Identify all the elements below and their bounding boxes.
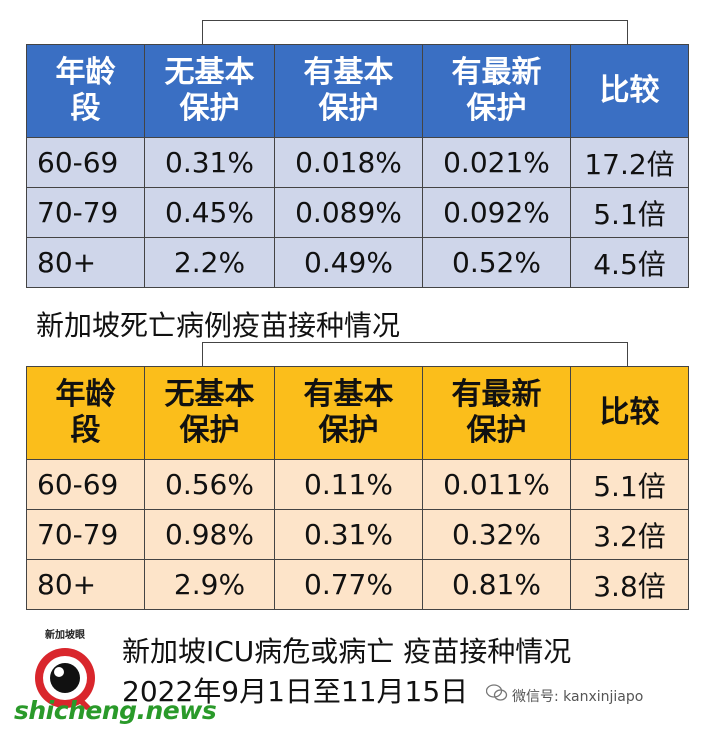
logo-text: 新加坡眼 <box>45 628 85 641</box>
table-row: 80+ 2.2% 0.49% 0.52% 4.5倍 <box>26 237 689 288</box>
cell-latest: 0.021% <box>422 137 571 188</box>
cell-comparison: 4.5倍 <box>570 237 689 288</box>
cell-age: 60-69 <box>26 459 145 510</box>
wechat-icon <box>486 684 508 701</box>
header-no-basic-protection: 无基本 保护 <box>144 44 275 138</box>
deaths-caption: 新加坡死亡病例疫苗接种情况 <box>36 309 401 342</box>
cell-age: 70-79 <box>26 509 145 560</box>
table-row: 70-79 0.45% 0.089% 0.092% 5.1倍 <box>26 187 689 238</box>
cell-no-basic: 2.9% <box>144 559 275 610</box>
cell-no-basic: 0.98% <box>144 509 275 560</box>
header-no-basic-protection: 无基本 保护 <box>144 366 275 460</box>
comparison-bracket-top <box>202 20 634 55</box>
cell-basic: 0.31% <box>274 509 423 560</box>
singapore-eye-logo: 新加坡眼 <box>35 628 95 710</box>
header-basic-protection: 有基本 保护 <box>274 44 423 138</box>
cell-age: 80+ <box>26 559 145 610</box>
header-age-group: 年龄段 <box>26 44 145 138</box>
table-row: 60-69 0.56% 0.11% 0.011% 5.1倍 <box>26 459 689 510</box>
cell-latest: 0.81% <box>422 559 571 610</box>
header-latest-protection: 有最新 保护 <box>422 44 571 138</box>
cell-latest: 0.52% <box>422 237 571 288</box>
cell-latest: 0.011% <box>422 459 571 510</box>
icu-vaccination-table: 年龄段 无基本 保护 有基本 保护 有最新 保护 比较 60-69 0.56% 0.1… <box>26 366 689 610</box>
comparison-bracket-bottom <box>202 342 634 377</box>
cell-comparison: 5.1倍 <box>570 187 689 238</box>
cell-comparison: 3.8倍 <box>570 559 689 610</box>
cell-basic: 0.77% <box>274 559 423 610</box>
deaths-vaccination-table: 年龄段 无基本 保护 有基本 保护 有最新 保护 比较 60-69 0.31% 0.0… <box>26 44 689 288</box>
table-row: 80+ 2.9% 0.77% 0.81% 3.8倍 <box>26 559 689 610</box>
cell-no-basic: 2.2% <box>144 237 275 288</box>
cell-age: 70-79 <box>26 187 145 238</box>
cell-basic: 0.089% <box>274 187 423 238</box>
header-comparison: 比较 <box>570 44 689 138</box>
cell-comparison: 5.1倍 <box>570 459 689 510</box>
watermark: shicheng.news <box>14 696 217 725</box>
table-header-row: 年龄段 无基本 保护 有基本 保护 有最新 保护 比较 <box>26 366 689 460</box>
header-comparison: 比较 <box>570 366 689 460</box>
cell-basic: 0.11% <box>274 459 423 510</box>
cell-latest: 0.092% <box>422 187 571 238</box>
header-age-group: 年龄段 <box>26 366 145 460</box>
cell-basic: 0.49% <box>274 237 423 288</box>
cell-comparison: 3.2倍 <box>570 509 689 560</box>
icu-caption-date: 2022年9月1日至11月15日 <box>122 675 469 708</box>
table-row: 60-69 0.31% 0.018% 0.021% 17.2倍 <box>26 137 689 188</box>
cell-age: 80+ <box>26 237 145 288</box>
table-header-row: 年龄段 无基本 保护 有基本 保护 有最新 保护 比较 <box>26 44 689 138</box>
icu-caption-title: 新加坡ICU病危或病亡 疫苗接种情况 <box>122 635 572 668</box>
cell-no-basic: 0.45% <box>144 187 275 238</box>
wechat-id: 微信号: kanxinjiapo <box>512 689 644 705</box>
table-row: 70-79 0.98% 0.31% 0.32% 3.2倍 <box>26 509 689 560</box>
cell-basic: 0.018% <box>274 137 423 188</box>
cell-comparison: 17.2倍 <box>570 137 689 188</box>
header-latest-protection: 有最新 保护 <box>422 366 571 460</box>
cell-age: 60-69 <box>26 137 145 188</box>
icu-caption: 新加坡ICU病危或病亡 疫苗接种情况 2022年9月1日至11月15日 <box>122 632 571 712</box>
header-basic-protection: 有基本 保护 <box>274 366 423 460</box>
cell-no-basic: 0.31% <box>144 137 275 188</box>
cell-no-basic: 0.56% <box>144 459 275 510</box>
cell-latest: 0.32% <box>422 509 571 560</box>
